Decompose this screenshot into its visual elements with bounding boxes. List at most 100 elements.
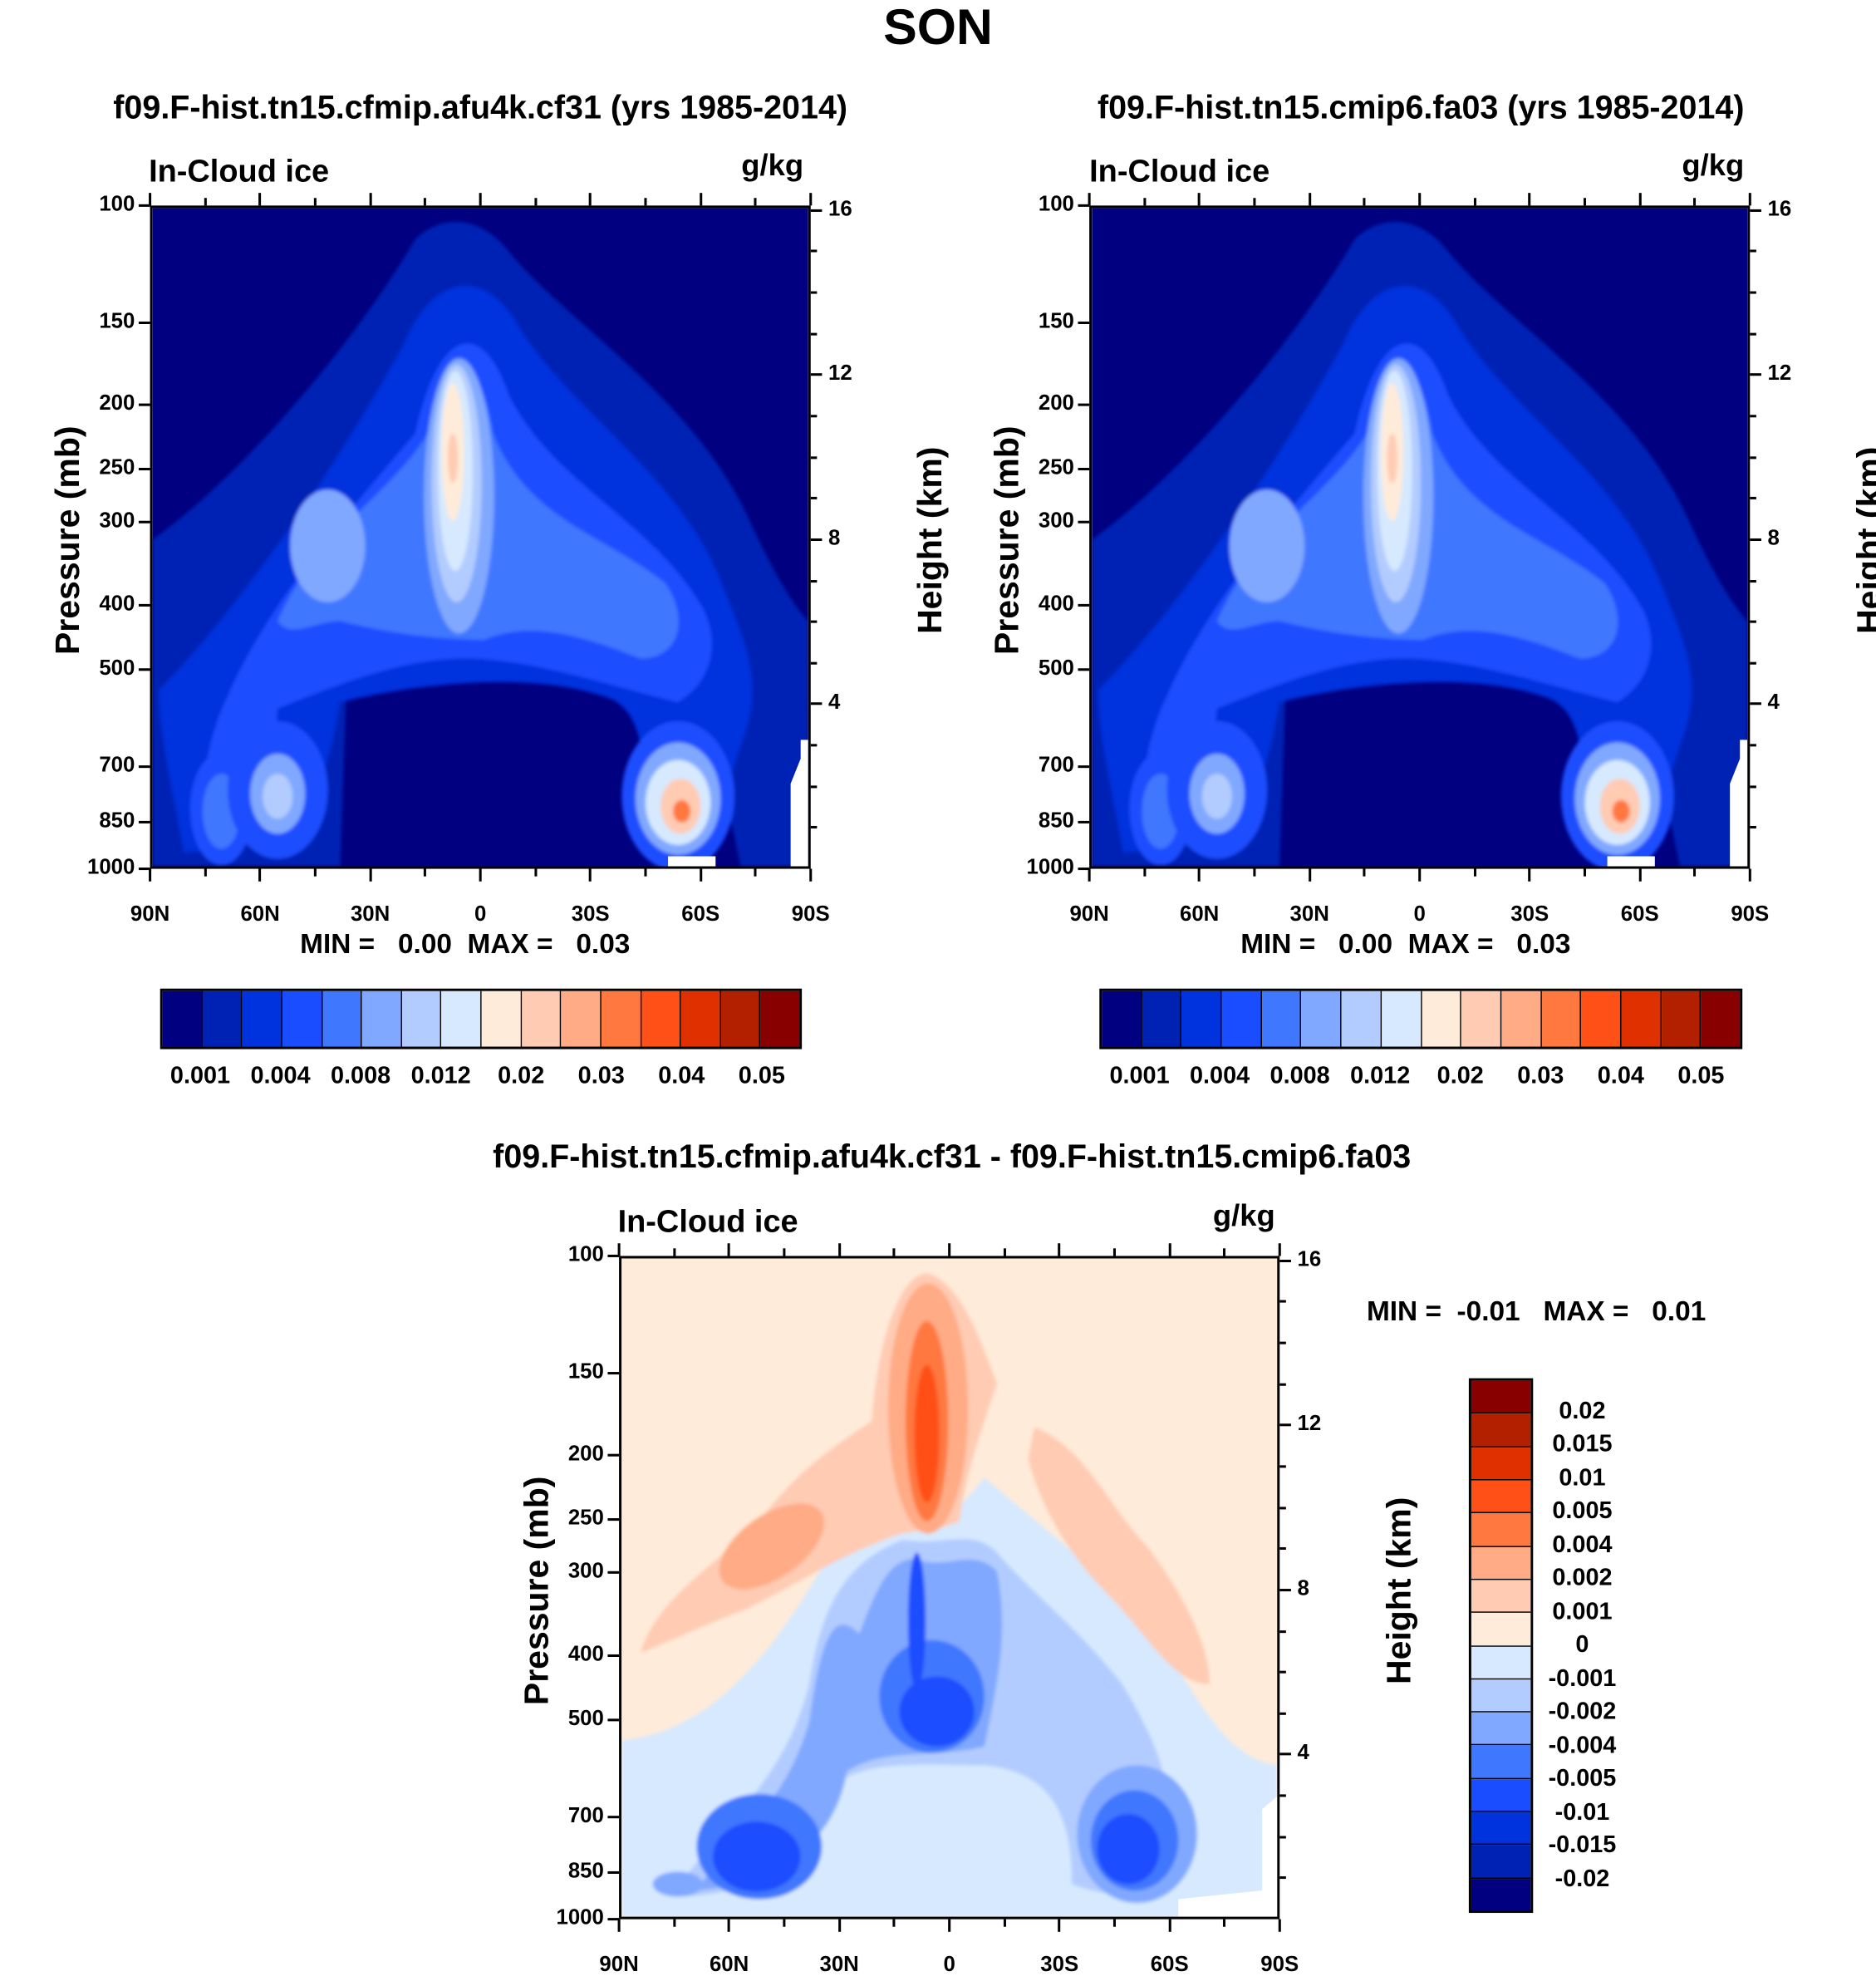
contour-level-neg-0.01 bbox=[713, 1821, 801, 1892]
colorbar-swatch bbox=[1102, 990, 1142, 1047]
y-tick-label: 250 bbox=[567, 1506, 604, 1531]
y-tick-label: 200 bbox=[567, 1442, 604, 1466]
x-tick bbox=[149, 868, 152, 882]
x-tick-top bbox=[1223, 1248, 1226, 1256]
x-tick-top bbox=[1088, 193, 1091, 206]
y2-tick-label: 16 bbox=[1297, 1246, 1322, 1271]
x-tick-top bbox=[1112, 1248, 1116, 1256]
y-tick bbox=[607, 1654, 620, 1657]
x-tick bbox=[728, 1919, 731, 1932]
colorbar-swatch bbox=[1471, 1447, 1531, 1481]
x-tick-label: 30N bbox=[1289, 902, 1329, 926]
y-tick bbox=[138, 520, 150, 524]
panel-2-colorbar bbox=[1099, 988, 1743, 1049]
y-tick bbox=[1078, 667, 1090, 671]
y2-tick bbox=[810, 661, 818, 665]
y2-tick bbox=[1750, 497, 1756, 500]
min-label: MIN = bbox=[1240, 927, 1316, 960]
x-tick-label: 90N bbox=[599, 1952, 639, 1976]
colorbar-swatch bbox=[1461, 990, 1502, 1047]
colorbar-label: -0.015 bbox=[1548, 1831, 1617, 1859]
x-tick bbox=[699, 868, 702, 882]
colorbar-label: 0.004 bbox=[1189, 1063, 1250, 1090]
x-tick-top bbox=[754, 198, 757, 206]
max-value: 0.03 bbox=[576, 927, 631, 960]
min-value: -0.01 bbox=[1456, 1295, 1520, 1327]
x-tick-label: 60S bbox=[1150, 1952, 1189, 1976]
x-tick-label: 60N bbox=[240, 902, 280, 926]
y-tick-label: 250 bbox=[99, 455, 135, 480]
x-tick-top bbox=[1363, 198, 1366, 206]
colorbar-label: 0.01 bbox=[1559, 1464, 1606, 1492]
panel-3-minmax: MIN = -0.01 MAX = 0.01 bbox=[1367, 1295, 1706, 1327]
colorbar-swatch bbox=[1471, 1778, 1531, 1812]
x-tick bbox=[313, 868, 317, 877]
x-tick-label: 0 bbox=[474, 902, 487, 926]
y2-tick bbox=[1750, 250, 1756, 253]
panel-1-title: f09.F-hist.tn15.cfmip.afu4k.cf31 (yrs 19… bbox=[113, 88, 848, 126]
colorbar-label: 0.05 bbox=[738, 1063, 785, 1090]
x-tick-top bbox=[1693, 198, 1697, 206]
y-tick-label: 400 bbox=[1038, 591, 1074, 616]
panel-1-contour-field bbox=[152, 208, 808, 867]
contour-level-9 bbox=[448, 433, 459, 484]
colorbar-swatch bbox=[1341, 990, 1382, 1047]
x-tick bbox=[948, 1919, 951, 1932]
colorbar-swatch bbox=[760, 990, 800, 1047]
x-tick bbox=[672, 1919, 675, 1927]
panel-1-units: g/kg bbox=[741, 149, 804, 184]
min-label: MIN = bbox=[1366, 1295, 1441, 1327]
y2-tick bbox=[1279, 1712, 1286, 1715]
max-value: 0.03 bbox=[1516, 927, 1571, 960]
y2-tick bbox=[810, 620, 818, 623]
y2-tick bbox=[1279, 1506, 1286, 1509]
x-tick bbox=[1583, 868, 1587, 877]
contour-level-neg-0.01 bbox=[1097, 1814, 1160, 1885]
colorbar-swatch bbox=[1621, 990, 1662, 1047]
colorbar-swatch bbox=[720, 990, 761, 1047]
y-tick bbox=[138, 820, 150, 823]
y-tick-label: 700 bbox=[567, 1802, 604, 1827]
y-tick bbox=[1078, 468, 1090, 471]
y2-tick bbox=[1750, 744, 1756, 747]
x-tick bbox=[837, 1919, 841, 1932]
contour-level-neg-0.01 bbox=[907, 1552, 926, 1691]
y2-tick bbox=[1279, 1341, 1286, 1344]
colorbar-label: 0.02 bbox=[498, 1063, 545, 1090]
panel-2-variable: In-Cloud ice bbox=[1089, 154, 1270, 189]
colorbar-label: -0.004 bbox=[1548, 1732, 1617, 1759]
panel-3-title: f09.F-hist.tn15.cfmip.afu4k.cf31 - f09.F… bbox=[493, 1137, 1412, 1176]
contour-level-0.001 bbox=[1028, 1427, 1210, 1684]
x-tick-label: 90S bbox=[1731, 902, 1770, 926]
y-tick-label: 700 bbox=[1038, 752, 1074, 777]
colorbar-label: 0.005 bbox=[1552, 1497, 1613, 1525]
colorbar-label: 0.04 bbox=[658, 1063, 705, 1090]
x-tick-label: 30N bbox=[350, 902, 390, 926]
colorbar-swatch bbox=[282, 990, 322, 1047]
colorbar-swatch bbox=[202, 990, 243, 1047]
x-tick bbox=[1168, 1919, 1171, 1932]
x-tick-top bbox=[1142, 198, 1146, 206]
colorbar-swatch bbox=[1471, 1745, 1531, 1779]
y2-tick bbox=[810, 455, 818, 459]
colorbar-swatch bbox=[1301, 990, 1342, 1047]
x-tick-top bbox=[948, 1243, 951, 1256]
x-tick bbox=[1142, 868, 1146, 877]
x-tick bbox=[1223, 1919, 1226, 1927]
colorbar-swatch bbox=[1261, 990, 1302, 1047]
colorbar-label: 0.015 bbox=[1552, 1431, 1613, 1458]
y2-tick-label: 4 bbox=[1297, 1740, 1309, 1765]
y2-tick-label: 8 bbox=[1297, 1575, 1309, 1600]
y2-tick bbox=[810, 784, 818, 789]
colorbar-label: 0.004 bbox=[1552, 1531, 1613, 1558]
y2-axis-title: Height (km) bbox=[1849, 446, 1876, 634]
colorbar-swatch bbox=[1471, 1646, 1531, 1680]
x-tick-top bbox=[149, 193, 152, 206]
colorbar-label: 0.03 bbox=[1517, 1063, 1564, 1090]
x-tick bbox=[1693, 868, 1697, 877]
colorbar-swatch bbox=[1142, 990, 1182, 1047]
x-tick-top bbox=[204, 198, 207, 206]
y2-tick bbox=[1750, 415, 1756, 418]
y2-tick bbox=[1279, 1300, 1286, 1304]
